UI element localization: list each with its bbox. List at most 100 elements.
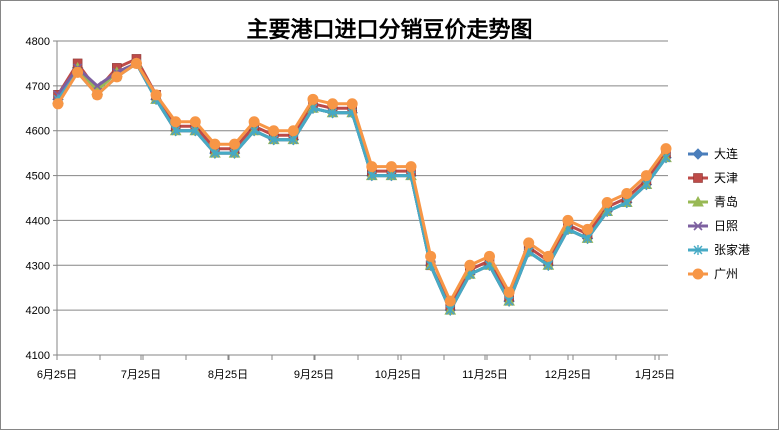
data-point — [287, 125, 299, 137]
legend-item: 大连 — [688, 146, 738, 161]
data-point — [444, 295, 456, 307]
y-tick-label: 4300 — [26, 260, 50, 272]
data-point — [72, 66, 84, 78]
data-point — [385, 161, 397, 173]
x-tick-label: 8月25日 — [208, 369, 248, 381]
series-line — [56, 57, 668, 308]
data-point — [504, 296, 514, 307]
chart-title: 主要港口进口分销豆价走势图 — [246, 17, 533, 43]
data-point — [692, 268, 704, 280]
legend-label: 广州 — [714, 267, 738, 281]
data-point — [111, 71, 123, 83]
series-1 — [52, 57, 672, 316]
legend-label: 青岛 — [714, 194, 738, 209]
data-point — [602, 206, 612, 217]
data-point — [562, 214, 574, 226]
data-point — [503, 286, 515, 298]
data-point — [640, 170, 652, 182]
x-tick-label: 1月25日 — [635, 369, 675, 381]
data-point — [230, 148, 240, 159]
data-point — [660, 143, 672, 155]
data-point — [464, 259, 476, 271]
data-point — [641, 179, 651, 190]
data-point — [621, 188, 633, 200]
series-4 — [53, 58, 671, 315]
y-tick-label: 4100 — [26, 350, 50, 362]
data-point — [692, 195, 704, 207]
data-point — [307, 93, 319, 105]
series-5 — [53, 58, 671, 316]
series-line — [56, 61, 668, 312]
data-point — [52, 98, 64, 110]
x-tick-label: 6月25日 — [37, 369, 77, 381]
data-point — [91, 89, 103, 101]
x-tick-label: 7月25日 — [121, 369, 161, 381]
y-tick-label: 4600 — [26, 126, 50, 138]
data-point — [327, 98, 339, 110]
data-point — [583, 233, 593, 244]
data-point — [171, 125, 181, 136]
data-point — [248, 116, 260, 128]
series-line — [56, 61, 668, 312]
legend-label: 日照 — [714, 219, 738, 233]
legend-label: 张家港 — [714, 242, 750, 257]
data-point — [170, 116, 182, 128]
data-point — [209, 138, 221, 150]
data-point — [130, 57, 142, 69]
data-point — [92, 81, 102, 91]
legend-label: 大连 — [714, 146, 738, 161]
data-point — [190, 125, 200, 136]
data-point — [445, 305, 455, 316]
data-point — [268, 125, 280, 137]
x-tick-label: 11月25日 — [462, 369, 508, 381]
data-point — [543, 260, 553, 271]
legend-item: 天津 — [688, 171, 738, 185]
data-point — [366, 161, 378, 173]
data-point — [328, 107, 338, 118]
data-point — [288, 134, 298, 145]
series-line — [56, 61, 668, 312]
legend-label: 天津 — [714, 171, 738, 185]
data-point — [346, 98, 358, 110]
data-point — [386, 170, 396, 181]
legend-item: 张家港 — [688, 242, 750, 257]
x-tick-label: 12月25日 — [545, 369, 591, 381]
legend-item: 日照 — [688, 219, 738, 233]
data-point — [269, 134, 279, 145]
data-point — [405, 161, 417, 173]
data-point — [582, 223, 594, 235]
legend-item: 青岛 — [688, 194, 738, 209]
y-tick-label: 4700 — [26, 81, 50, 93]
data-point — [692, 148, 704, 160]
legend-item: 广州 — [688, 267, 738, 281]
data-point — [425, 250, 437, 262]
x-tick-label: 9月25日 — [294, 369, 334, 381]
data-point — [229, 138, 241, 150]
series-line — [56, 61, 668, 312]
data-point — [523, 237, 535, 249]
data-point — [189, 116, 201, 128]
series-6 — [52, 57, 672, 307]
data-point — [150, 89, 162, 101]
data-point — [483, 250, 495, 262]
data-point — [367, 170, 377, 181]
data-point — [622, 197, 632, 208]
data-point — [601, 196, 613, 208]
y-tick-label: 4500 — [26, 171, 50, 183]
data-point — [249, 125, 259, 136]
y-tick-label: 4200 — [26, 305, 50, 317]
y-tick-label: 4800 — [26, 36, 50, 48]
y-tick-label: 4400 — [26, 215, 50, 227]
data-point — [661, 152, 671, 163]
x-tick-label: 10月25日 — [375, 369, 421, 381]
data-point — [693, 245, 703, 255]
series-2 — [53, 54, 671, 311]
data-point — [210, 148, 220, 159]
series-line — [56, 61, 668, 303]
series-3 — [52, 57, 672, 315]
data-point — [693, 173, 703, 183]
data-point — [542, 250, 554, 262]
